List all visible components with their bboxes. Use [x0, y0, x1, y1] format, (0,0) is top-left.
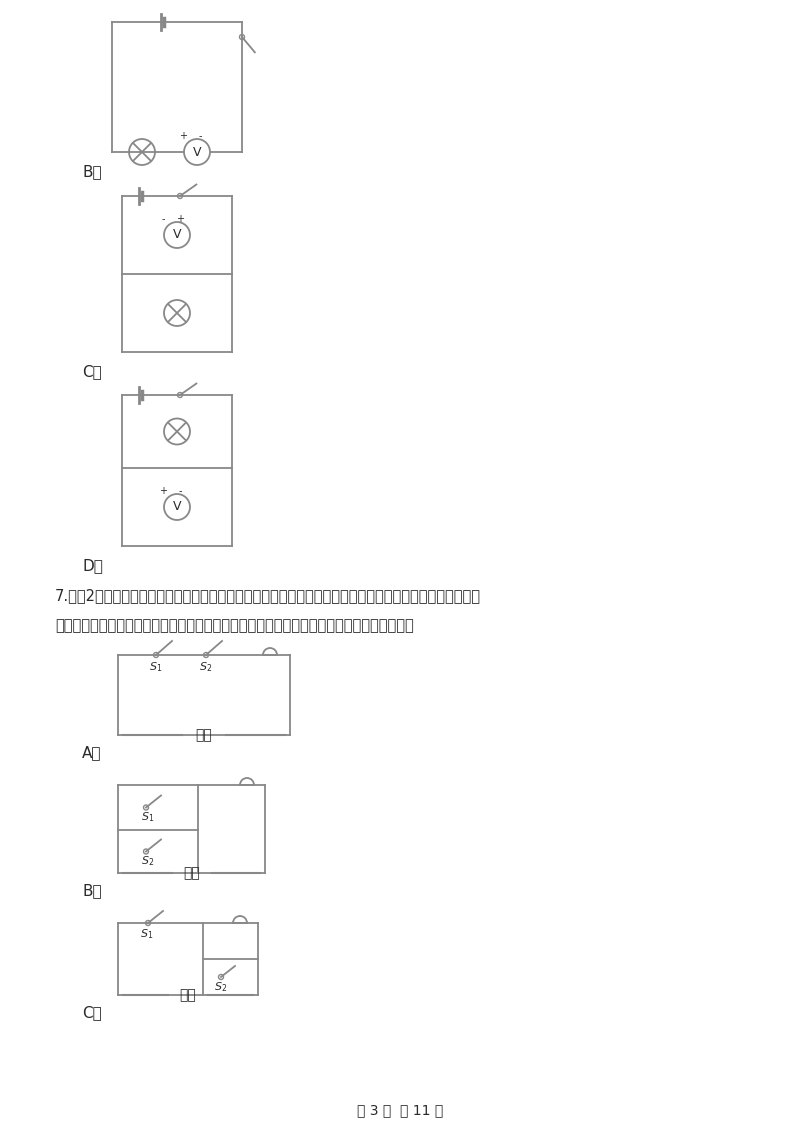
Text: 7.　（2分）在公交车后门两侧扶杆上均装有一个红色按钒，每一个按钒相当于一个开关，当乘客按下任一按: 7. （2分）在公交车后门两侧扶杆上均装有一个红色按钒，每一个按钒相当于一个开关… — [55, 589, 481, 603]
Text: 电源: 电源 — [183, 866, 200, 880]
Text: 第 3 页  共 11 页: 第 3 页 共 11 页 — [357, 1103, 443, 1117]
Text: V: V — [173, 229, 182, 241]
Text: +: + — [176, 214, 184, 224]
Text: -: - — [162, 214, 165, 224]
Text: -: - — [198, 131, 202, 142]
Text: $S_2$: $S_2$ — [199, 660, 213, 674]
Text: -: - — [178, 486, 182, 496]
Text: 钒，驾驶台上的电铃就会发声，提醒司机有人下车．下列电路图能实现上述目标的是（　　）: 钒，驾驶台上的电铃就会发声，提醒司机有人下车．下列电路图能实现上述目标的是（ ） — [55, 618, 414, 634]
Text: B．: B． — [82, 164, 102, 180]
Text: $S_2$: $S_2$ — [142, 855, 154, 868]
Text: C．: C． — [82, 365, 102, 379]
Text: +: + — [159, 486, 167, 496]
Text: B．: B． — [82, 883, 102, 899]
Circle shape — [164, 494, 190, 520]
Circle shape — [184, 139, 210, 165]
Text: $S_1$: $S_1$ — [140, 927, 154, 941]
Text: +: + — [179, 131, 187, 142]
Text: V: V — [193, 146, 202, 158]
Text: A．: A． — [82, 746, 102, 761]
Text: D．: D． — [82, 558, 103, 574]
Text: $S_1$: $S_1$ — [142, 811, 154, 824]
Text: V: V — [173, 500, 182, 514]
Text: 电源: 电源 — [180, 988, 196, 1002]
Text: 电源: 电源 — [196, 728, 212, 741]
Circle shape — [164, 222, 190, 248]
Text: $S_1$: $S_1$ — [150, 660, 162, 674]
Text: $S_2$: $S_2$ — [214, 980, 228, 994]
Text: C．: C． — [82, 1005, 102, 1021]
